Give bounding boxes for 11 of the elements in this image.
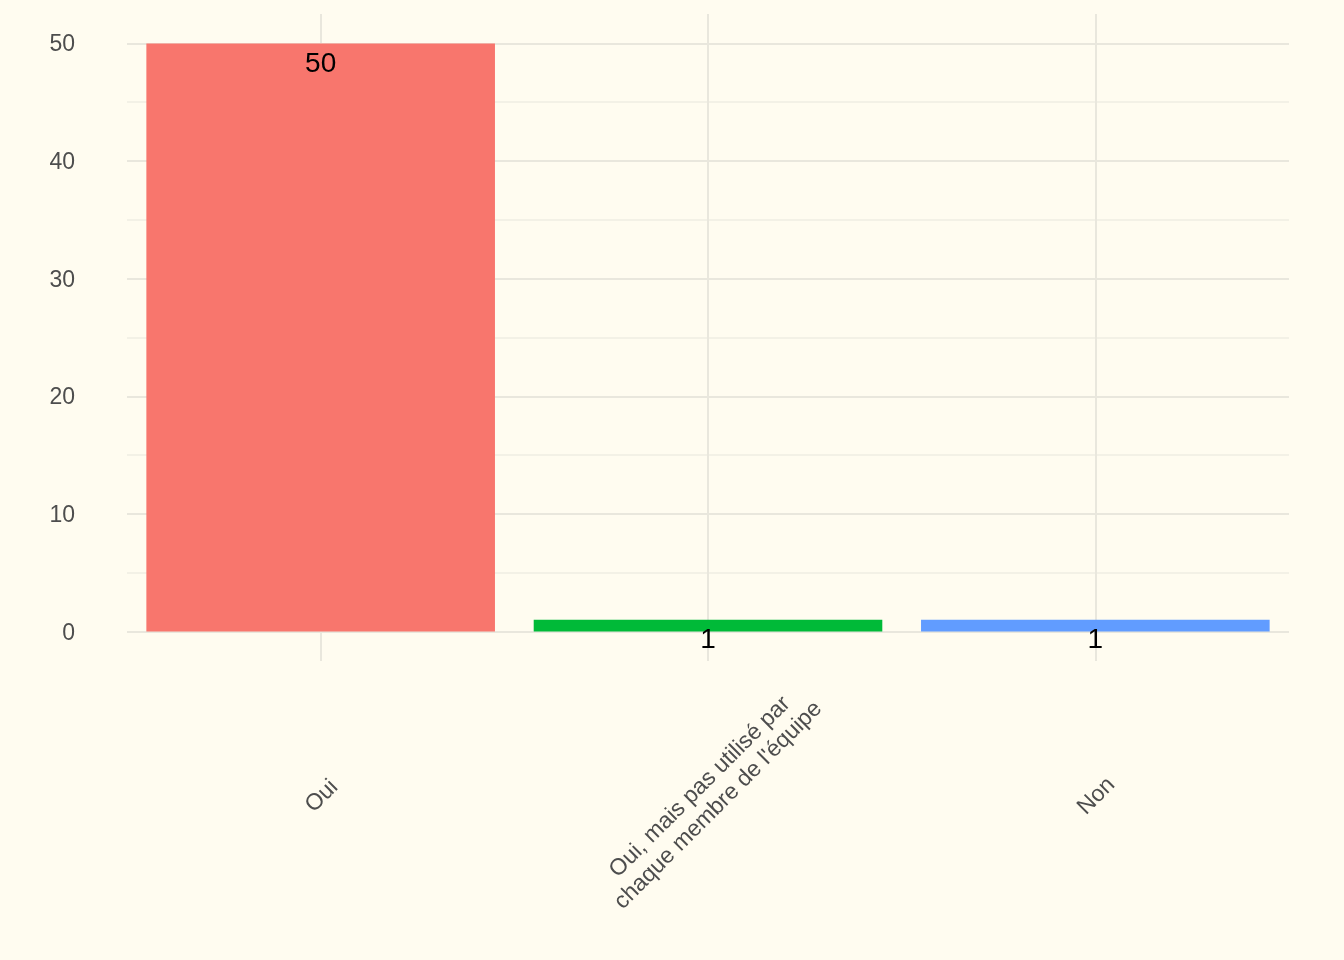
x-tick-label: Oui	[298, 773, 343, 817]
y-tick-label: 40	[49, 148, 75, 175]
y-tick-label: 20	[49, 383, 75, 410]
data-label: 50	[305, 46, 337, 78]
y-tick-label: 10	[49, 500, 75, 527]
y-tick-label: 50	[49, 30, 75, 57]
y-tick-label: 0	[62, 618, 75, 645]
y-tick-label: 30	[49, 265, 75, 292]
x-tick-label: Non	[1071, 770, 1120, 820]
data-label: 1	[1087, 623, 1104, 655]
data-label: 1	[700, 623, 716, 655]
